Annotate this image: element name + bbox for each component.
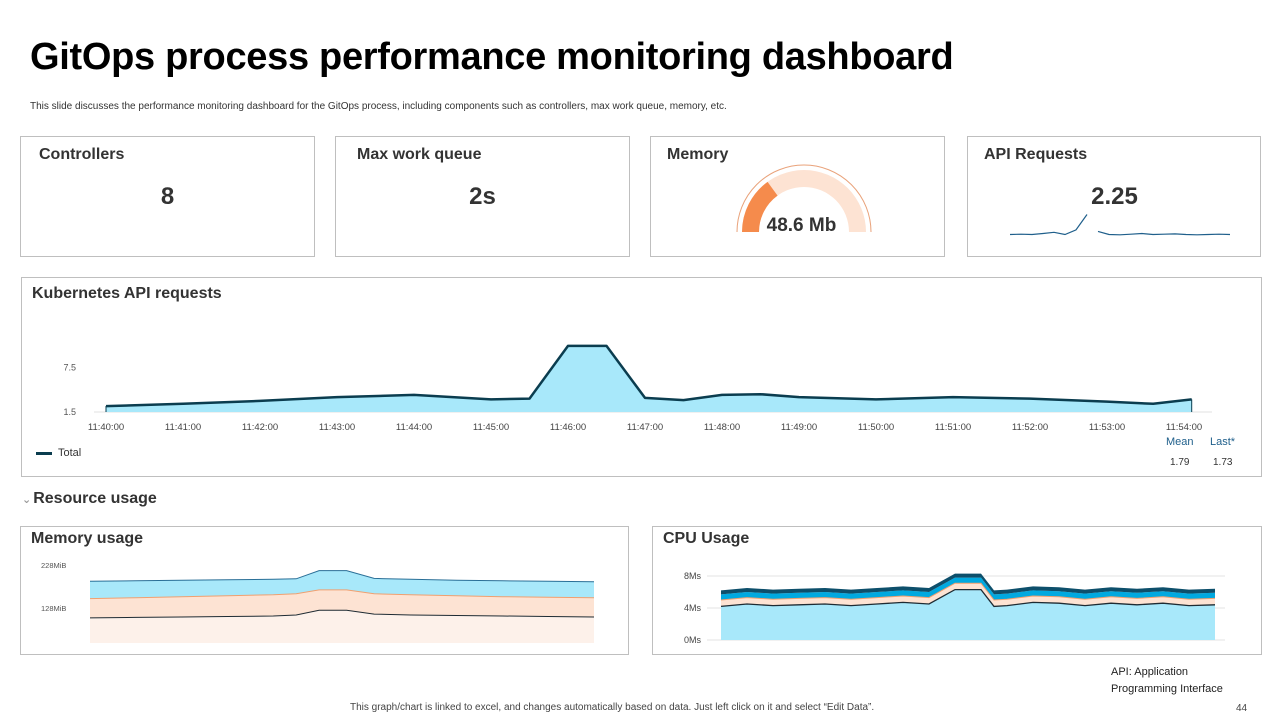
gauge-track <box>742 170 866 232</box>
page-number: 44 <box>1236 703 1248 714</box>
memory-mid-band <box>90 589 594 618</box>
y-tick-label: 7.5 <box>63 362 76 372</box>
memory-label: Memory <box>667 146 729 163</box>
gauge-fill <box>742 181 778 232</box>
series-total-line <box>105 344 1192 408</box>
abbreviation-line-1: API: Application <box>1111 666 1189 678</box>
x-tick-label: 11:49:00 <box>781 422 817 433</box>
kubernetes-api-panel[interactable]: Kubernetes API requests 7.5 1.5 11:40:00 11… <box>21 277 1262 477</box>
last-value: 1.73 <box>1213 457 1233 468</box>
memory-usage-title: Memory usage <box>31 530 144 547</box>
memory-upper-line <box>89 570 595 583</box>
cpu-mid-band <box>721 583 1215 607</box>
memory-top-band <box>90 570 594 599</box>
max-work-queue-value: 2s <box>469 183 496 210</box>
cpu-base-area <box>721 589 1215 640</box>
max-work-queue-label: Max work queue <box>357 146 482 163</box>
x-tick-label: 11:52:00 <box>1012 422 1048 433</box>
memory-usage-chart: 228MiB 128MiB <box>41 561 595 643</box>
resource-usage-title: Resource usage <box>33 490 157 507</box>
cpu-mid-line <box>720 582 1216 601</box>
legend-swatch-total <box>36 451 52 455</box>
y-tick-label: 128MiB <box>41 604 66 613</box>
cpu-usage-title: CPU Usage <box>663 530 750 547</box>
y-tick-label: 0Ms <box>684 635 702 645</box>
y-tick-label: 1.5 <box>63 407 76 417</box>
x-tick-label: 11:54:00 <box>1166 422 1202 433</box>
sparkline-left <box>1009 214 1088 236</box>
x-tick-label: 11:51:00 <box>935 422 971 433</box>
api-requests-card[interactable]: API Requests 2.25 <box>967 136 1261 257</box>
cpu-base-line <box>720 588 1216 608</box>
x-tick-label: 11:50:00 <box>858 422 894 433</box>
abbreviation-note: API: Application Programming Interface <box>1111 664 1261 698</box>
api-requests-sparkline <box>1009 214 1231 236</box>
x-tick-label: 11:47:00 <box>627 422 663 433</box>
x-tick-label: 11:53:00 <box>1089 422 1125 433</box>
mean-header[interactable]: Mean <box>1166 436 1194 448</box>
memory-card[interactable]: Memory 48.6 Mb <box>650 136 945 257</box>
chevron-down-icon[interactable]: ⌄ <box>22 494 32 506</box>
controllers-value: 8 <box>160 183 175 210</box>
y-tick-label: 228MiB <box>41 561 66 570</box>
series-total-area <box>106 345 1192 412</box>
legend-label-total: Total <box>58 447 82 459</box>
page-title: GitOps process performance monitoring da… <box>30 36 954 78</box>
x-tick-label: 11:46:00 <box>550 422 586 433</box>
api-requests-label: API Requests <box>984 146 1088 163</box>
memory-lower-line <box>89 609 595 619</box>
resource-usage-header[interactable]: ⌄ Resource usage <box>22 490 157 508</box>
x-tick-label: 11:41:00 <box>165 422 201 433</box>
abbreviation-line-2: Programming Interface <box>1111 683 1223 695</box>
cpu-usage-panel[interactable]: CPU Usage 8Ms 4Ms 0Ms <box>652 526 1262 655</box>
x-tick-label: 11:48:00 <box>704 422 740 433</box>
max-work-queue-card[interactable]: Max work queue 2s <box>335 136 630 257</box>
cpu-cap-band <box>721 573 1215 595</box>
memory-gauge <box>736 164 872 233</box>
mean-value: 1.79 <box>1170 457 1190 468</box>
last-header[interactable]: Last* <box>1210 436 1236 448</box>
kubernetes-api-chart: 7.5 1.5 11:40:00 11:41:00 11:42:00 11:43:00 11… <box>63 344 1212 433</box>
x-tick-label: 11:42:00 <box>242 422 278 433</box>
gauge-outline <box>736 164 872 233</box>
x-tick-label: 11:43:00 <box>319 422 355 433</box>
page-subtitle: This slide discusses the performance mon… <box>30 101 727 112</box>
controllers-card[interactable]: Controllers 8 <box>20 136 315 257</box>
memory-middle-line <box>89 589 595 600</box>
y-tick-label: 4Ms <box>684 603 702 613</box>
x-tick-label: 11:44:00 <box>396 422 432 433</box>
x-tick-label: 11:45:00 <box>473 422 509 433</box>
memory-usage-panel[interactable]: Memory usage 228MiB 128MiB <box>20 526 629 655</box>
memory-value: 48.6 Mb <box>766 215 837 236</box>
sparkline-right <box>1097 230 1231 236</box>
edit-data-note: This graph/chart is linked to excel, and… <box>350 702 875 713</box>
kubernetes-api-title: Kubernetes API requests <box>32 285 222 302</box>
controllers-label: Controllers <box>39 146 125 163</box>
cpu-top-band <box>721 577 1215 600</box>
x-tick-label: 11:40:00 <box>88 422 124 433</box>
y-tick-label: 8Ms <box>684 571 702 581</box>
cpu-usage-chart: 8Ms 4Ms 0Ms <box>684 571 1225 645</box>
api-requests-value: 2.25 <box>1091 183 1138 210</box>
kubernetes-legend[interactable]: Total <box>36 447 81 459</box>
